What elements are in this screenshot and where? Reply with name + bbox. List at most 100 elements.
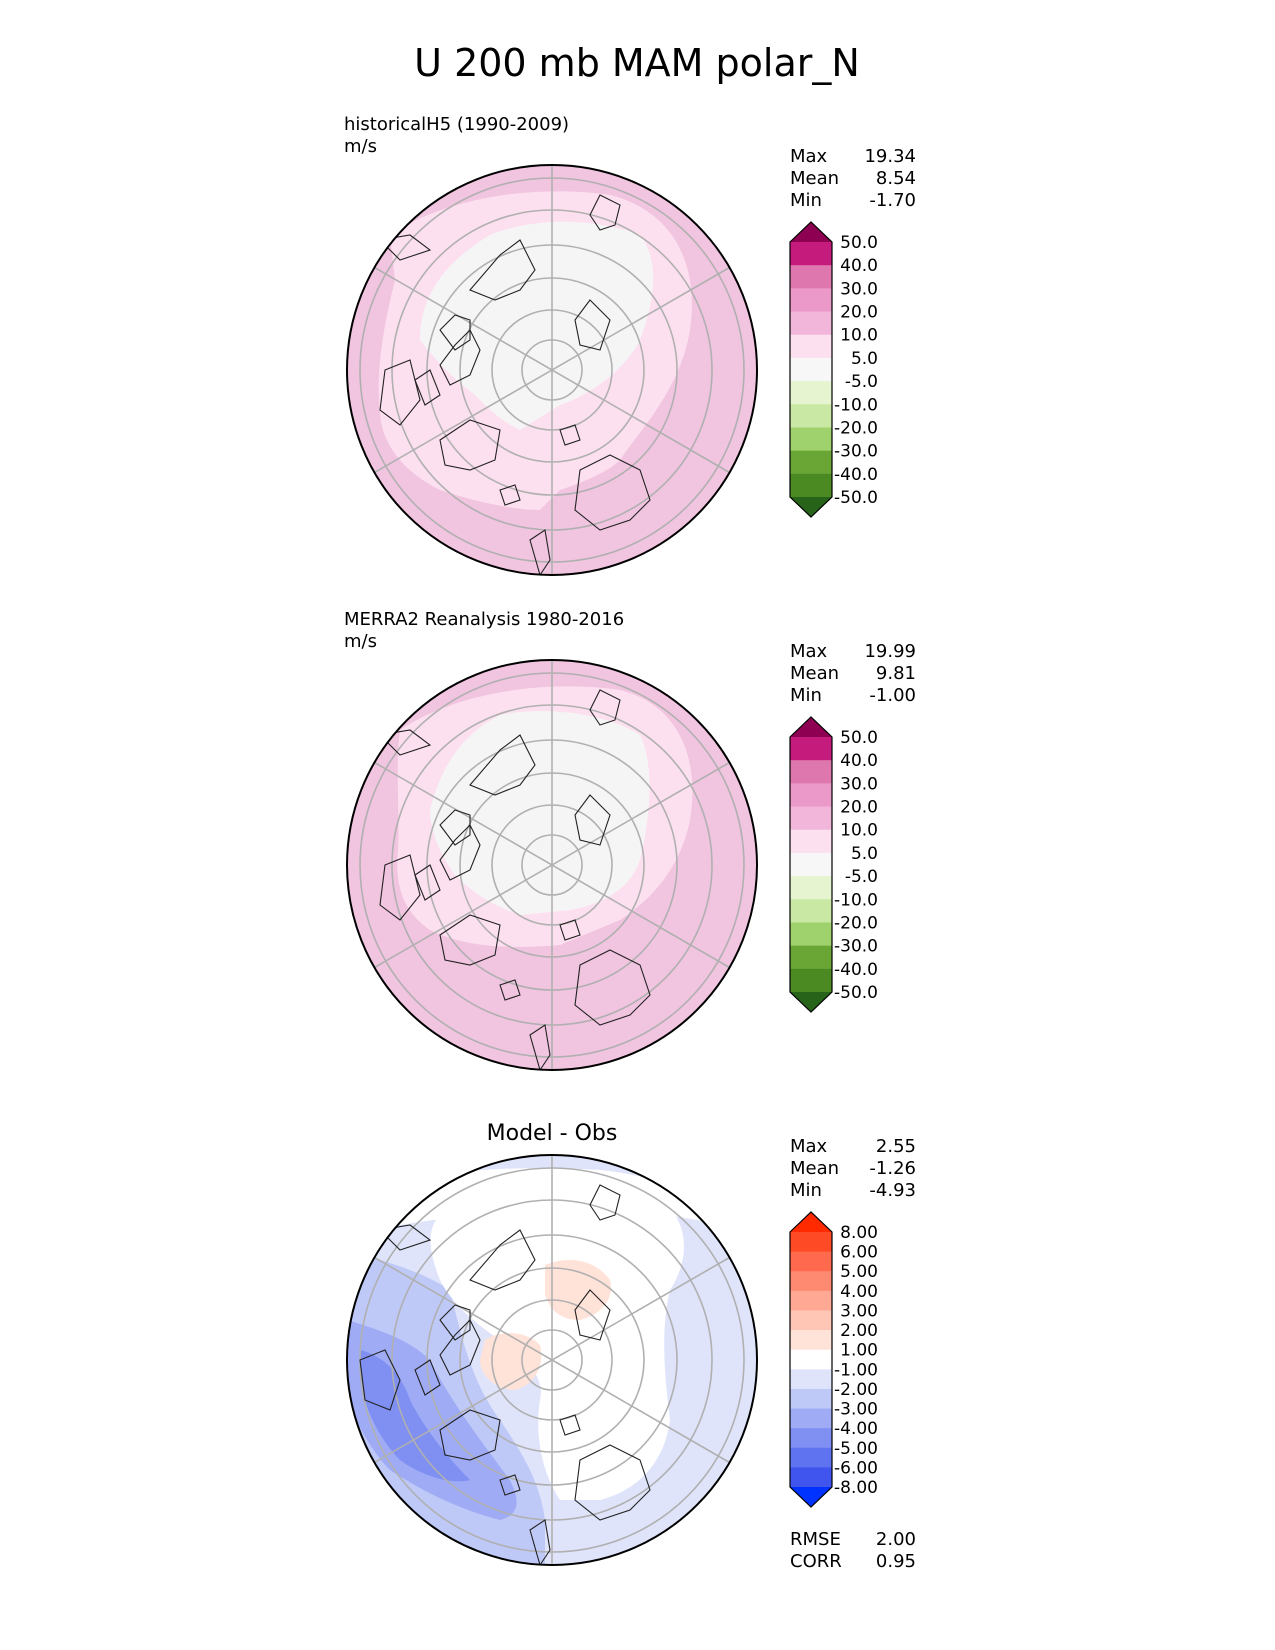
panel-2-coastlines	[378, 689, 651, 1070]
colorbar-tick-label: -20.0	[834, 418, 878, 438]
colorbar-segment	[790, 1290, 832, 1311]
panel-3-stat-value-max: 2.55	[876, 1136, 916, 1157]
colorbar-segment	[790, 1447, 832, 1468]
colorbar-extend-min	[790, 497, 832, 517]
colorbar-tick-label: 3.00	[840, 1301, 878, 1321]
colorbar-tick-label: 30.0	[840, 774, 878, 794]
colorbar-tick-label: 5.0	[851, 844, 878, 864]
colorbar-tick-label: 5.0	[851, 349, 878, 369]
colorbar-segment	[790, 1251, 832, 1272]
panel-3-field-pos-1	[545, 1260, 611, 1320]
colorbar-tick-label: 20.0	[840, 303, 878, 323]
panel-3-corr-label: CORR	[790, 1551, 842, 1572]
colorbar-segment	[790, 945, 832, 970]
colorbar-extend-min	[790, 992, 832, 1012]
panel-3-rmse-value: 2.00	[876, 1529, 916, 1550]
colorbar-outline	[789, 1211, 833, 1508]
panel-2-gridlines	[359, 660, 745, 1070]
panel-2-colorbar: 50.0 40.0 30.0 20.0 10.0 5.0 -5.0 -10.0 -20.0 -30…	[789, 716, 878, 1013]
colorbar-tick-label: -30.0	[834, 442, 878, 462]
panel-1-stat-value-min: -1.70	[869, 190, 916, 211]
colorbar-tick-label: 8.00	[840, 1223, 878, 1243]
colorbar-tick-label: 50.0	[840, 233, 878, 253]
panel-2-map-boundary	[346, 659, 758, 1071]
panel-3-stats: Max 2.55 Mean -1.26 Min -4.93	[790, 1136, 916, 1201]
colorbar-tick-label: -30.0	[834, 937, 878, 957]
colorbar-outline	[789, 221, 833, 518]
colorbar-tick-label: -40.0	[834, 465, 878, 485]
panel-3-title: Model - Obs	[487, 1121, 618, 1146]
colorbar-segment	[790, 876, 832, 900]
colorbar-segment	[790, 381, 832, 405]
panel-2-stat-label-max: Max	[790, 641, 828, 662]
panel-1-stat-label-min: Min	[790, 190, 822, 211]
panel-3-extra-stats: RMSE 2.00 CORR 0.95	[790, 1529, 916, 1572]
panel-3-corr-value: 0.95	[876, 1551, 916, 1572]
colorbar-tick-label: 30.0	[840, 279, 878, 299]
colorbar-segment	[790, 1388, 832, 1410]
panel-3-field-neg4	[360, 1350, 470, 1482]
colorbar-segment	[790, 1408, 832, 1429]
colorbar-segment	[790, 404, 832, 428]
panel-1-units: m/s	[344, 136, 377, 157]
colorbar-tick-label: -5.00	[834, 1439, 878, 1459]
colorbar-segment	[790, 806, 832, 831]
panel-3: Model - Obs	[346, 1121, 916, 1572]
colorbar-tick-label: -3.00	[834, 1400, 878, 1420]
colorbar-segment	[790, 968, 832, 993]
colorbar-segment	[790, 427, 832, 452]
colorbar-segment	[790, 1330, 832, 1351]
panel-2-stat-label-min: Min	[790, 685, 822, 706]
panel-1-subtitle: historicalH5 (1990-2009)	[344, 114, 569, 135]
panel-3-rmse-label: RMSE	[790, 1529, 841, 1550]
panel-3-stat-label-mean: Mean	[790, 1158, 839, 1179]
panel-1-field-low	[420, 221, 654, 430]
colorbar-segment	[790, 1232, 832, 1253]
panel-1-coastlines	[378, 194, 651, 575]
panel-2: MERRA2 Reanalysis 1980-2016 m/s	[344, 609, 916, 1071]
colorbar-tick-label: 2.00	[840, 1321, 878, 1341]
panel-2-map	[347, 660, 757, 1070]
colorbar-extend-max	[790, 222, 832, 242]
colorbar-tick-label: -5.0	[845, 867, 878, 887]
colorbar-tick-label: 1.00	[840, 1341, 878, 1361]
colorbar-segment	[790, 899, 832, 923]
panel-2-stats: Max 19.99 Mean 9.81 Min -1.00	[790, 641, 916, 706]
panel-1-colorbar: 50.0 40.0 30.0 20.0 10.0 5.0 -5.0 -10.0 -20.0 -30…	[789, 221, 878, 518]
colorbar-tick-label: 6.00	[840, 1243, 878, 1263]
colorbar-tick-label: -1.00	[834, 1360, 878, 1380]
colorbar-tick-label: -4.00	[834, 1419, 878, 1439]
panel-3-field-top-band	[380, 1168, 720, 1225]
panel-2-stat-value-min: -1.00	[869, 685, 916, 706]
colorbar-segment	[790, 450, 832, 475]
figure-title: U 200 mb MAM polar_N	[414, 41, 860, 85]
colorbar-tick-label: 40.0	[840, 256, 878, 276]
colorbar-tick-label: -2.00	[834, 1380, 878, 1400]
panel-3-field-near-zero	[430, 1195, 684, 1500]
panel-1-stats: Max 19.34 Mean 8.54 Min -1.70	[790, 146, 916, 211]
panel-2-subtitle: MERRA2 Reanalysis 1980-2016	[344, 609, 624, 630]
panel-2-stat-value-max: 19.99	[864, 641, 916, 662]
colorbar-tick-label: -50.0	[834, 488, 878, 508]
panel-3-map-boundary	[346, 1154, 758, 1566]
colorbar-segment	[790, 1428, 832, 1449]
colorbar-tick-label: -20.0	[834, 913, 878, 933]
panel-3-stat-label-min: Min	[790, 1180, 822, 1201]
panel-3-colorbar: 8.006.005.004.003.002.001.00-1.00-2.00-3…	[789, 1211, 878, 1508]
colorbar-tick-label: -50.0	[834, 983, 878, 1003]
colorbar-segment	[790, 852, 832, 877]
colorbar-extend-max	[790, 1212, 832, 1232]
colorbar-tick-label: -10.0	[834, 890, 878, 910]
panel-3-stat-value-min: -4.93	[869, 1180, 916, 1201]
colorbar-segment	[790, 783, 832, 808]
colorbar-segment	[790, 288, 832, 313]
colorbar-extend-max	[790, 717, 832, 737]
panel-3-stat-label-max: Max	[790, 1136, 828, 1157]
colorbar-segment	[790, 1310, 832, 1331]
colorbar-tick-label: 10.0	[840, 821, 878, 841]
colorbar-segment	[790, 760, 832, 784]
colorbar-tick-label: 5.00	[840, 1262, 878, 1282]
colorbar-segment	[790, 311, 832, 336]
panel-3-stat-value-mean: -1.26	[869, 1158, 916, 1179]
